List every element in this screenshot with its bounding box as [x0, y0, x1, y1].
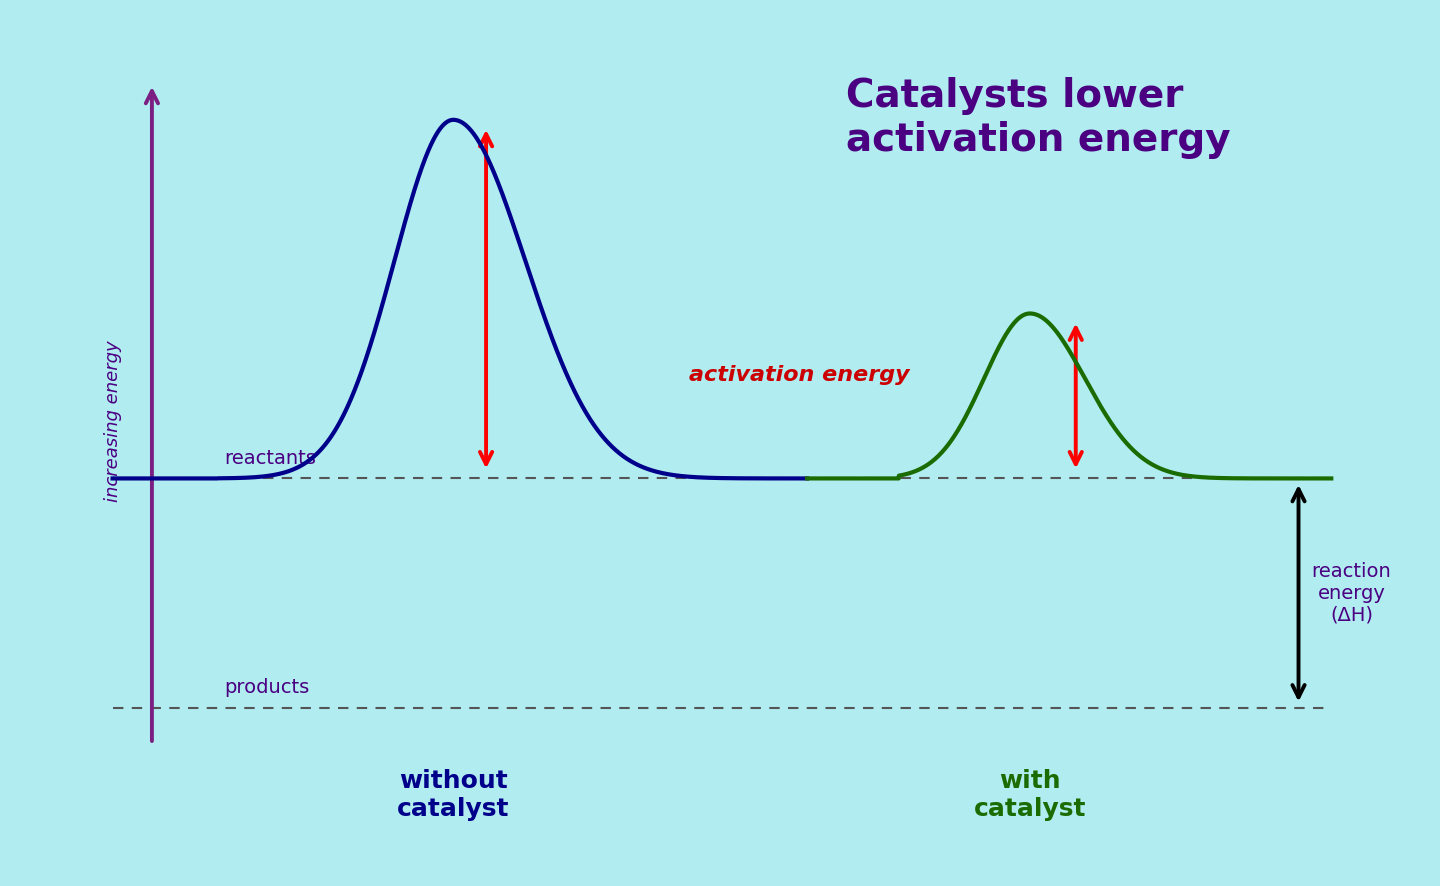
Text: reactants: reactants: [225, 448, 315, 468]
Text: with
catalyst: with catalyst: [973, 769, 1086, 820]
Text: without
catalyst: without catalyst: [397, 769, 510, 820]
Text: Catalysts lower
activation energy: Catalysts lower activation energy: [847, 77, 1231, 159]
Text: products: products: [225, 678, 310, 697]
Text: activation energy: activation energy: [690, 365, 910, 385]
Text: increasing energy: increasing energy: [104, 340, 121, 501]
Text: reaction
energy
(ΔH): reaction energy (ΔH): [1312, 562, 1391, 625]
